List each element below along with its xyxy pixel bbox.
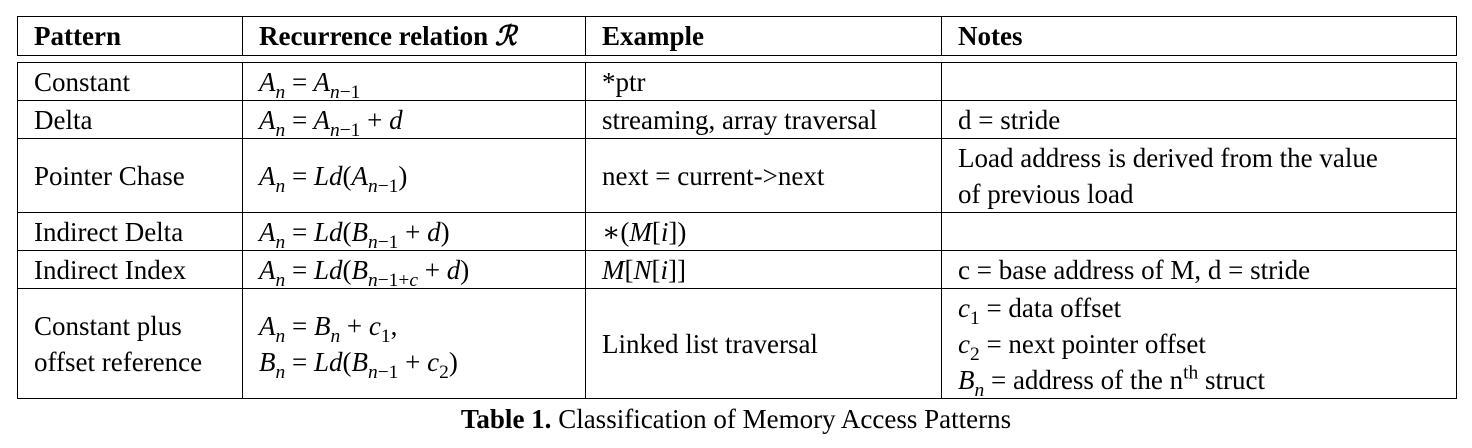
recurrence-cell: An = Ld(Bn−1 + d): [242, 212, 586, 252]
recurrence-line: An = Bn + c1,: [259, 310, 398, 347]
example-cell: *ptr: [585, 62, 942, 101]
example-cell: M[N[i]]: [585, 250, 942, 289]
caption-text: Classification of Memory Access Patterns: [558, 404, 1012, 434]
recurrence-line: Bn = Ld(Bn−1 + c2): [259, 346, 458, 383]
notes-cell: c = base address of M, d = stride: [941, 250, 1457, 289]
notes-cell: [941, 212, 1457, 251]
header-recurrence-label: Recurrence relation: [259, 20, 489, 51]
pattern-cell: Indirect Delta: [17, 212, 243, 251]
table-row: Pointer Chase An = Ld(An−1) next = curre…: [17, 138, 1457, 213]
recurrence-cell: An = Bn + c1, Bn = Ld(Bn−1 + c2): [242, 288, 586, 399]
table-row: Constant An = An−1 *ptr: [17, 62, 1457, 102]
notes-cell: [941, 62, 1457, 101]
recurrence-cell: An = Ld(Bn−1+c + d): [242, 250, 586, 290]
notes-line: Load address is derived from the value: [958, 142, 1378, 173]
notes-cell: c1 = data offset c2 = next pointer offse…: [941, 288, 1457, 401]
table-row: Indirect Index An = Ld(Bn−1+c + d) M[N[i…: [17, 250, 1457, 290]
table-caption: Table 1. Classification of Memory Access…: [0, 404, 1472, 435]
example-cell: next = current->next: [585, 138, 942, 213]
notes-line: of previous load: [958, 178, 1134, 209]
notes-cell: d = stride: [941, 100, 1457, 139]
header-row: Pattern Recurrence relation ℛ Example No…: [17, 16, 1457, 56]
pattern-cell: Pointer Chase: [17, 138, 243, 213]
caption-label: Table 1.: [460, 404, 552, 434]
header-recurrence: Recurrence relation ℛ: [242, 16, 586, 56]
header-example: Example: [585, 16, 942, 56]
header-pattern: Pattern: [17, 16, 243, 56]
pattern-line: Constant plus: [34, 310, 182, 341]
memory-access-patterns-table: Pattern Recurrence relation ℛ Example No…: [17, 16, 1457, 401]
table-row: Constant plus offset reference An = Bn +…: [17, 288, 1457, 401]
pattern-cell: Delta: [17, 100, 243, 139]
notes-line: c2 = next pointer offset: [958, 328, 1206, 365]
pattern-line: offset reference: [34, 346, 203, 377]
recurrence-cell: An = An−1: [242, 62, 586, 102]
pattern-cell: Constant: [17, 62, 243, 101]
recurrence-cell: An = Ld(An−1): [242, 138, 586, 213]
table-row: Delta An = An−1 + d streaming, array tra…: [17, 100, 1457, 140]
table-row: Indirect Delta An = Ld(Bn−1 + d) ∗(M[i]): [17, 212, 1457, 252]
notes-line: Bn = address of the nth struct: [958, 361, 1266, 401]
example-cell: ∗(M[i]): [585, 212, 942, 251]
notes-cell: Load address is derived from the value o…: [941, 138, 1457, 213]
notes-line: c1 = data offset: [958, 292, 1122, 329]
pattern-cell: Constant plus offset reference: [17, 288, 243, 399]
pattern-cell: Indirect Index: [17, 250, 243, 289]
header-notes: Notes: [941, 16, 1457, 56]
header-separator: [17, 55, 1457, 63]
example-cell: streaming, array traversal: [585, 100, 942, 139]
recurrence-cell: An = An−1 + d: [242, 100, 586, 140]
example-cell: Linked list traversal: [585, 288, 942, 399]
header-recurrence-symbol: ℛ: [494, 20, 517, 52]
